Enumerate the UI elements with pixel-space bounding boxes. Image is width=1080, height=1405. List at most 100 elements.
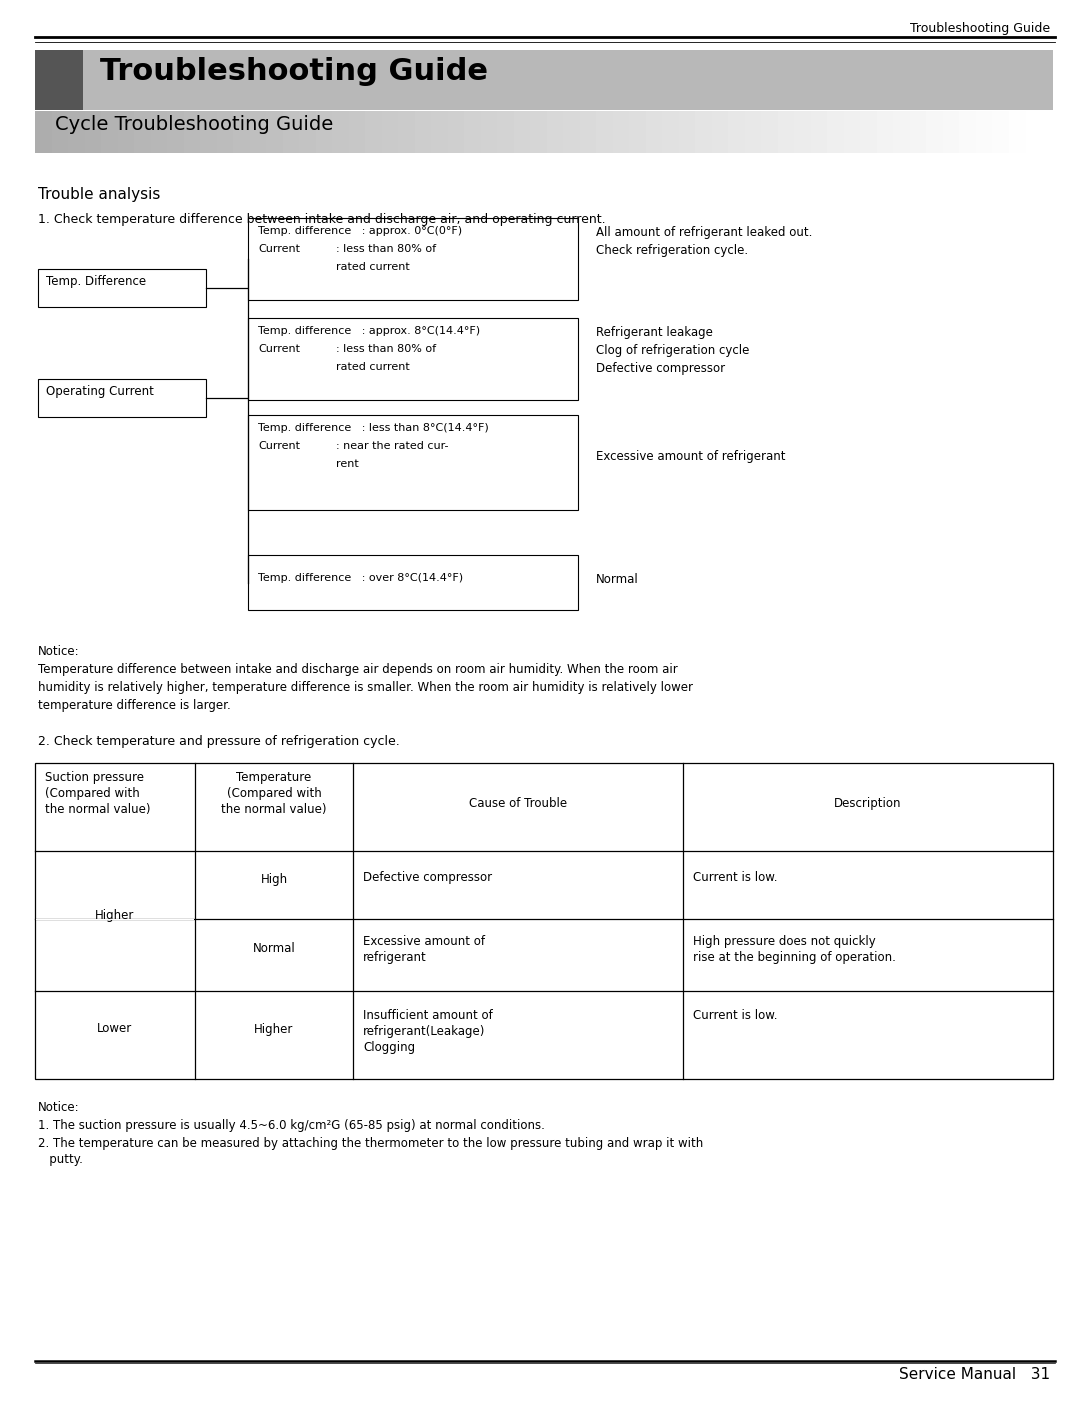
Bar (35, 51, 83, 110)
Text: rated current: rated current (336, 261, 409, 273)
Bar (184, 111, 201, 153)
Bar (563, 111, 581, 153)
Text: : near the rated cur-: : near the rated cur- (336, 441, 448, 451)
Text: Operating Current: Operating Current (46, 385, 153, 398)
Bar (349, 111, 366, 153)
Bar (662, 111, 679, 153)
Bar (167, 111, 185, 153)
Text: Excessive amount of: Excessive amount of (363, 934, 485, 948)
Bar (249, 111, 267, 153)
Text: : less than 80% of: : less than 80% of (336, 244, 436, 254)
Bar (134, 111, 151, 153)
Text: putty.: putty. (38, 1154, 83, 1166)
Text: Current: Current (258, 441, 300, 451)
Text: High: High (260, 873, 287, 885)
Text: Notice:: Notice: (38, 1102, 80, 1114)
Bar (102, 111, 119, 153)
Text: 2. Check temperature and pressure of refrigeration cycle.: 2. Check temperature and pressure of ref… (38, 735, 400, 747)
Bar (35, 111, 53, 153)
Bar (481, 111, 498, 153)
Bar (580, 111, 597, 153)
Text: Temp. difference   : approx. 0°C(0°F): Temp. difference : approx. 0°C(0°F) (258, 226, 462, 236)
Text: Temperature difference between intake and discharge air depends on room air humi: Temperature difference between intake an… (38, 663, 678, 676)
Bar (118, 111, 135, 153)
Text: Description: Description (834, 797, 902, 811)
Text: Notice:: Notice: (38, 645, 80, 658)
Bar (843, 111, 861, 153)
Text: Clogging: Clogging (363, 1041, 415, 1054)
Bar (399, 111, 416, 153)
Text: Check refrigeration cycle.: Check refrigeration cycle. (596, 244, 748, 257)
Bar (926, 111, 944, 153)
Bar (1009, 111, 1026, 153)
Text: refrigerant: refrigerant (363, 951, 427, 964)
Bar (678, 111, 696, 153)
Text: rise at the beginning of operation.: rise at the beginning of operation. (693, 951, 896, 964)
Bar (497, 111, 514, 153)
Text: Temp. difference   : approx. 8°C(14.4°F): Temp. difference : approx. 8°C(14.4°F) (258, 326, 481, 336)
Bar (712, 111, 729, 153)
Bar (810, 111, 828, 153)
Bar (646, 111, 663, 153)
Bar (266, 111, 283, 153)
Text: rent: rent (336, 459, 359, 469)
Bar (52, 111, 69, 153)
Bar (778, 111, 795, 153)
Bar (696, 111, 713, 153)
Text: All amount of refrigerant leaked out.: All amount of refrigerant leaked out. (596, 226, 812, 239)
Bar (794, 111, 811, 153)
Bar (248, 555, 578, 610)
Bar (381, 111, 399, 153)
Text: Cause of Trouble: Cause of Trouble (469, 797, 567, 811)
Text: (Compared with: (Compared with (227, 787, 322, 799)
Bar (216, 111, 234, 153)
Bar (365, 111, 382, 153)
Text: Service Manual   31: Service Manual 31 (899, 1367, 1050, 1383)
Bar (546, 111, 564, 153)
Bar (248, 414, 578, 510)
Bar (909, 111, 927, 153)
Text: rated current: rated current (336, 362, 409, 372)
Text: Normal: Normal (596, 573, 638, 586)
Text: the normal value): the normal value) (45, 804, 150, 816)
Bar (827, 111, 845, 153)
Bar (893, 111, 910, 153)
Text: Temperature: Temperature (237, 771, 312, 784)
Text: 2. The temperature can be measured by attaching the thermometer to the low press: 2. The temperature can be measured by at… (38, 1137, 703, 1151)
Bar (877, 111, 894, 153)
Bar (596, 111, 613, 153)
Text: Defective compressor: Defective compressor (596, 362, 725, 375)
Text: the normal value): the normal value) (221, 804, 327, 816)
Text: Trouble analysis: Trouble analysis (38, 187, 160, 202)
Bar (728, 111, 745, 153)
Text: Normal: Normal (253, 943, 295, 955)
Bar (959, 111, 976, 153)
Bar (200, 111, 217, 153)
Text: 1. Check temperature difference between intake and discharge air, and operating : 1. Check temperature difference between … (38, 214, 606, 226)
Bar (629, 111, 647, 153)
Bar (761, 111, 779, 153)
Bar (860, 111, 877, 153)
Bar (38, 379, 206, 417)
Text: Cycle Troubleshooting Guide: Cycle Troubleshooting Guide (55, 115, 334, 133)
Bar (332, 111, 350, 153)
Bar (299, 111, 316, 153)
Bar (513, 111, 531, 153)
Text: High pressure does not quickly: High pressure does not quickly (693, 934, 876, 948)
Bar (447, 111, 465, 153)
Text: temperature difference is larger.: temperature difference is larger. (38, 700, 231, 712)
Text: refrigerant(Leakage): refrigerant(Leakage) (363, 1026, 485, 1038)
Text: Current: Current (258, 344, 300, 354)
Bar (233, 111, 251, 153)
Bar (415, 111, 432, 153)
Text: Current: Current (258, 244, 300, 254)
Bar (943, 111, 960, 153)
Text: : less than 80% of: : less than 80% of (336, 344, 436, 354)
Text: Clog of refrigeration cycle: Clog of refrigeration cycle (596, 344, 750, 357)
Text: Current is low.: Current is low. (693, 871, 778, 884)
Bar (38, 268, 206, 308)
Text: Refrigerant leakage: Refrigerant leakage (596, 326, 713, 339)
Text: Current is low.: Current is low. (693, 1009, 778, 1021)
Text: Temp. difference   : over 8°C(14.4°F): Temp. difference : over 8°C(14.4°F) (258, 573, 463, 583)
Bar (612, 111, 630, 153)
